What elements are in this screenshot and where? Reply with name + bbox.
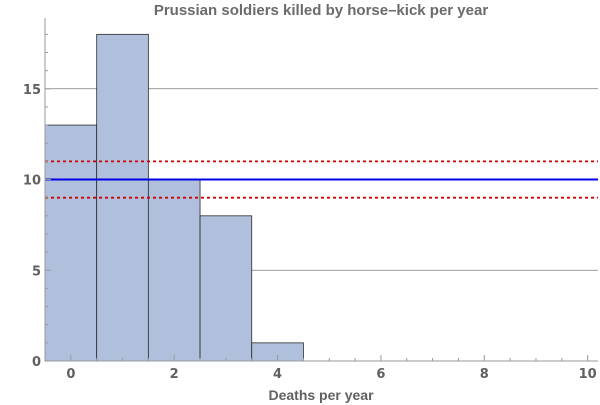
y-tick-label-15: 15 [23, 83, 41, 98]
bar-3 [199, 215, 253, 362]
bar-2 [147, 179, 201, 362]
x-tick-label-4: 4 [273, 367, 282, 382]
axes: 0 2 4 6 8 10 0 5 10 15 [23, 18, 598, 382]
y-tick-label-10: 10 [23, 174, 41, 189]
x-axis-label: Deaths per year [268, 387, 374, 403]
x-tick-label-10: 10 [579, 367, 597, 382]
bar-0 [44, 124, 98, 362]
chart-title: Prussian soldiers killed by horse–kick p… [154, 2, 488, 19]
reference-lines [45, 160, 598, 199]
x-tick-label-8: 8 [480, 367, 489, 382]
y-tick-label-5: 5 [32, 264, 41, 279]
x-tick-label-6: 6 [376, 367, 385, 382]
x-tick-label-2: 2 [170, 367, 179, 382]
y-tick-label-0: 0 [32, 355, 41, 370]
bars-layer [44, 33, 304, 362]
bar-1 [96, 33, 149, 362]
x-tick-label-0: 0 [66, 367, 75, 382]
